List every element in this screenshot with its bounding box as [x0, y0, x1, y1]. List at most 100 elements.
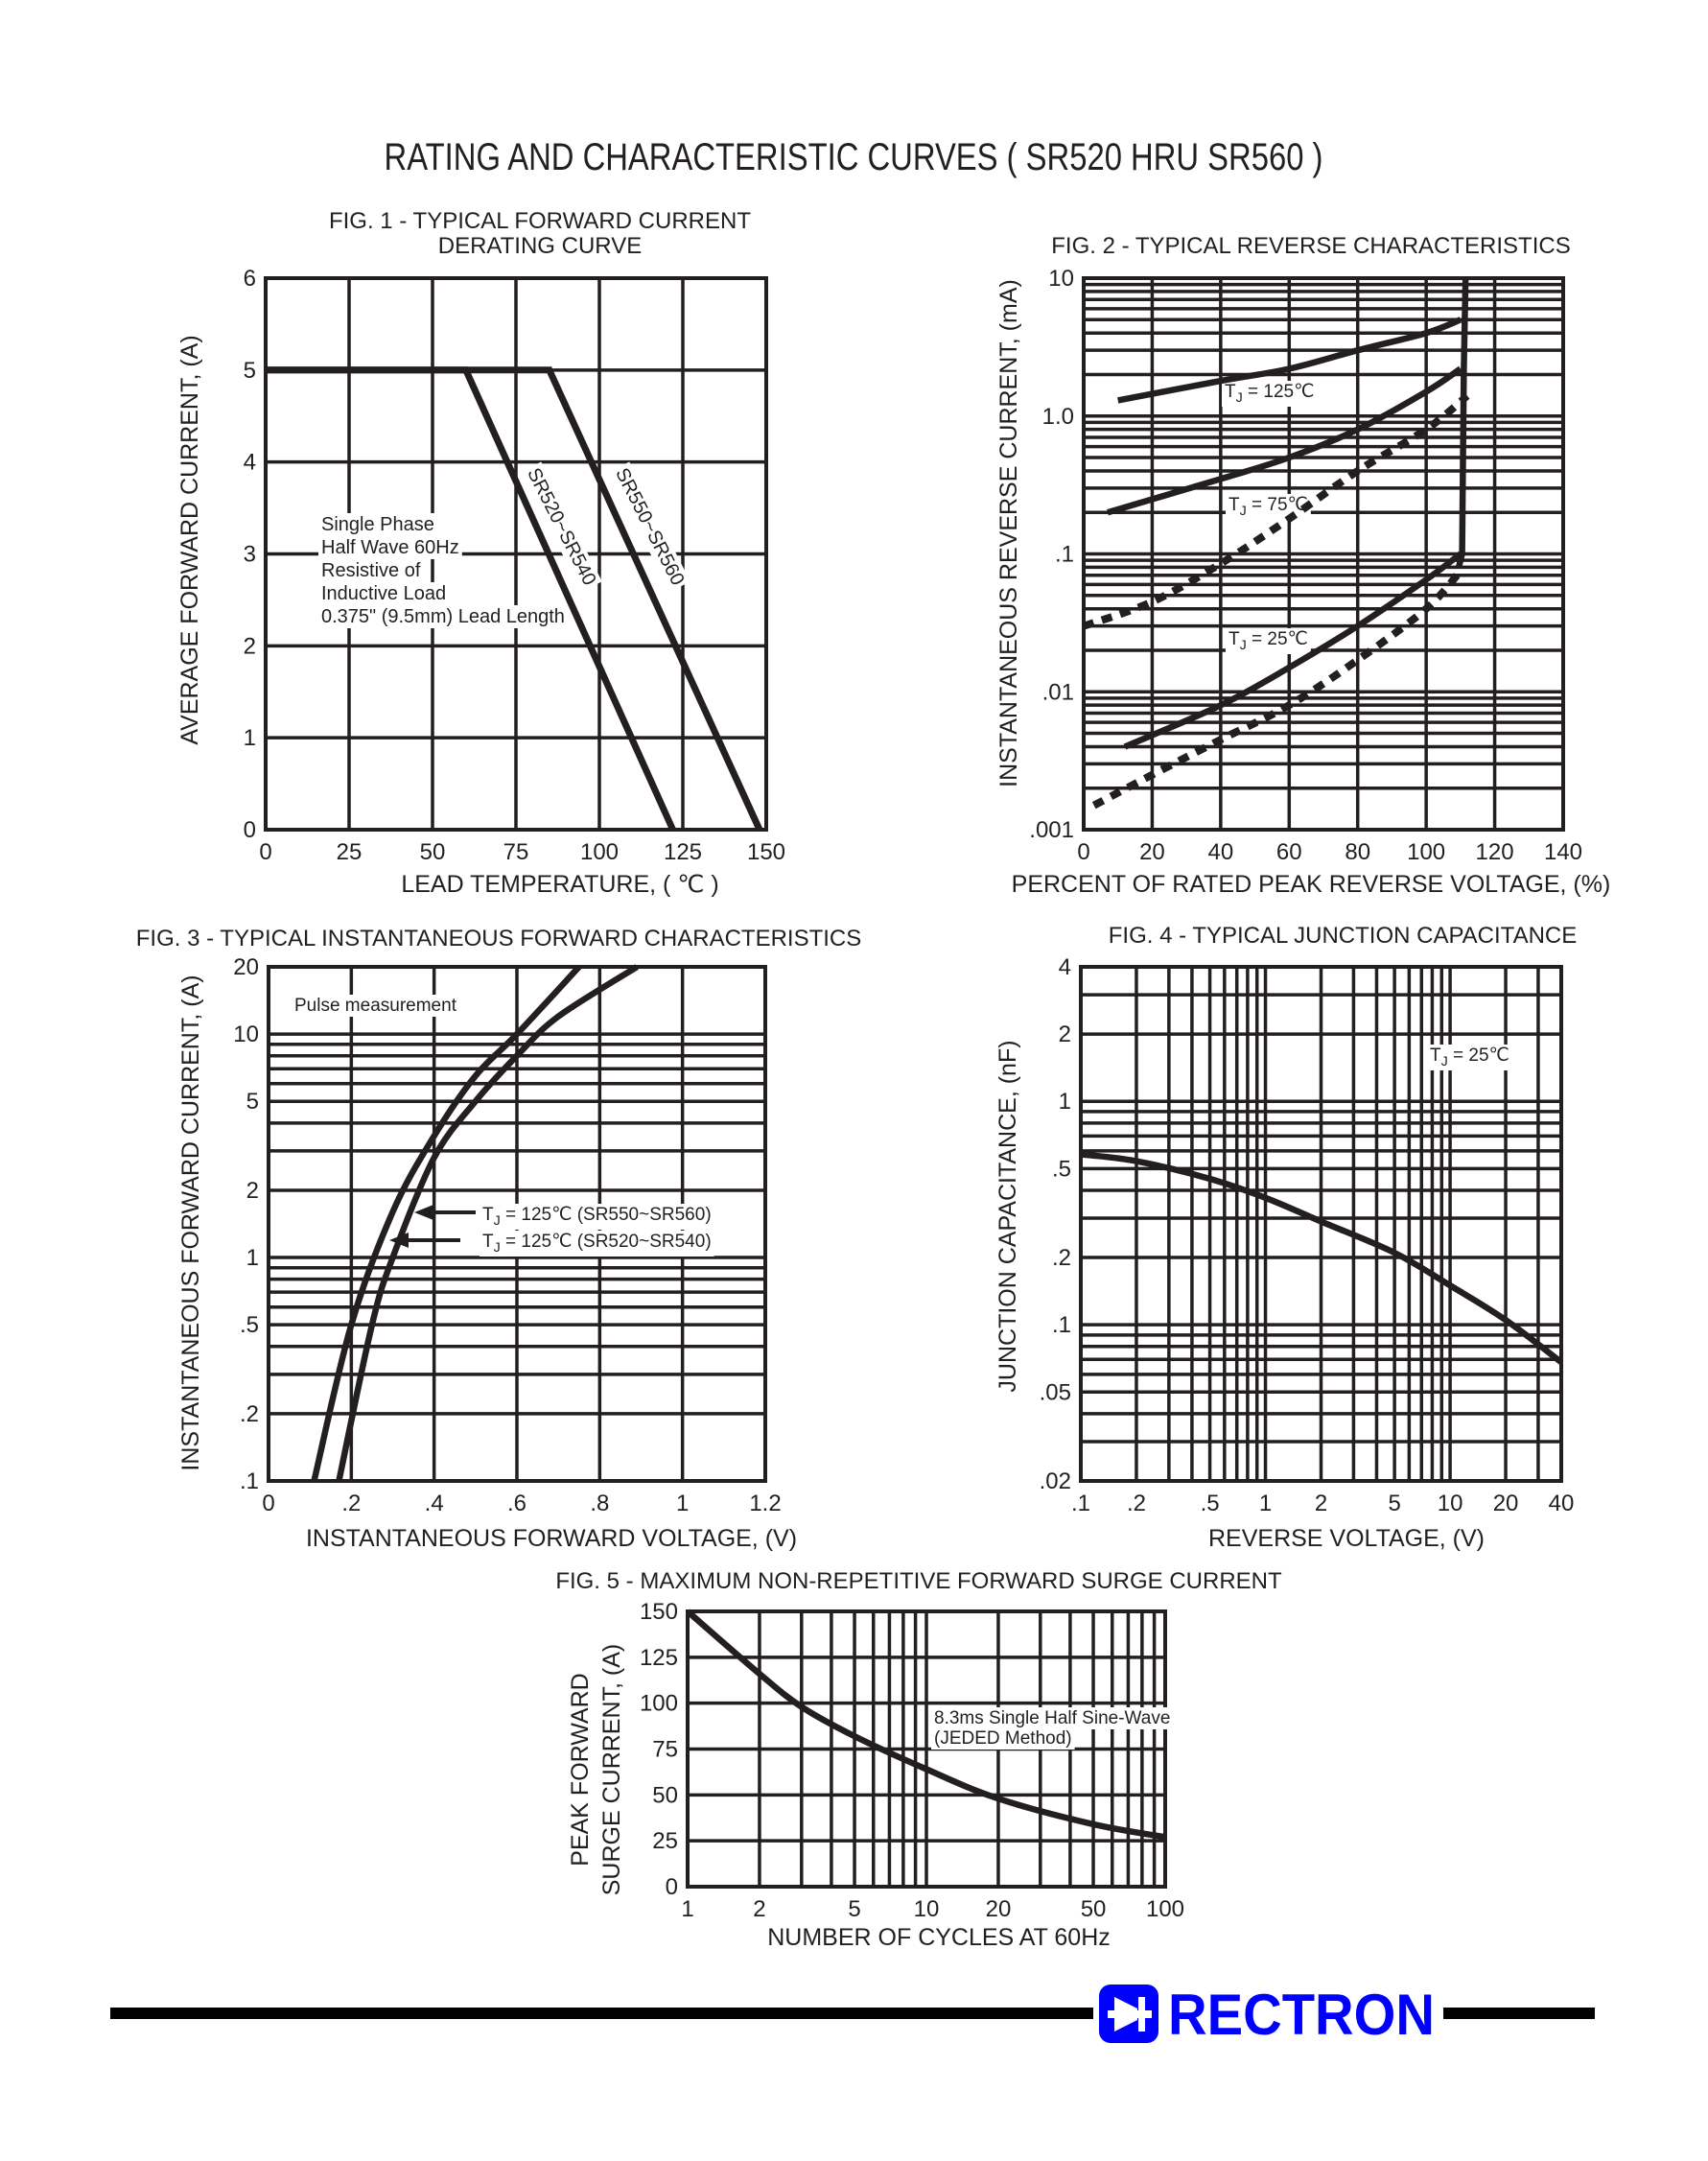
x-tick-label: 80 — [1345, 839, 1370, 865]
x-tick-label: 150 — [747, 839, 785, 865]
label-background — [1222, 381, 1318, 407]
plot-frame — [264, 276, 768, 832]
diode-logo-icon — [1099, 1985, 1158, 2043]
chart-title: FIG. 3 - TYPICAL INSTANTANEOUS FORWARD C… — [136, 926, 862, 951]
plot-frame — [267, 965, 767, 1483]
chart-fig-5: 8.3ms Single Half Sine-Wave(JEDED Method… — [555, 1568, 1282, 1951]
series-line-4 — [1123, 551, 1462, 750]
x-axis-label: REVERSE VOLTAGE, (V) — [1208, 1525, 1485, 1552]
x-tick-label: 100 — [580, 839, 619, 865]
y-tick-label: .1 — [240, 1468, 259, 1494]
x-tick-label: 5 — [848, 1896, 860, 1922]
x-tick-label: 2 — [753, 1896, 765, 1922]
label-background — [318, 536, 462, 559]
x-tick-label: 20 — [1139, 839, 1165, 865]
y-tick-label: 4 — [1059, 954, 1071, 980]
y-axis-label: JUNCTION CAPACITANCE, (nF) — [994, 1040, 1021, 1392]
series-line-1 — [1080, 1151, 1563, 1365]
y-tick-label: 5 — [244, 358, 256, 384]
annotation-line: Half Wave 60Hz — [321, 537, 459, 558]
grid — [686, 1609, 1167, 1889]
annotations: TJ = 125℃TJ = 75℃TJ = 25℃ — [1222, 381, 1318, 654]
plot-frame — [686, 1609, 1167, 1889]
annotation-part: = 75℃ — [1247, 495, 1308, 515]
series-line-5 — [1091, 568, 1463, 810]
annotation-part: = 125℃ (SR520~SR540) — [501, 1232, 712, 1252]
footer-rule-right — [1443, 2008, 1595, 2019]
annotation-part: = 25℃ — [1247, 629, 1308, 649]
x-tick-label: 20 — [1493, 1491, 1519, 1516]
annotation-line: 0.375" (9.5mm) Lead Length — [321, 606, 565, 627]
y-tick-label: .1 — [1052, 1312, 1071, 1338]
y-tick-label: .5 — [240, 1312, 259, 1338]
y-tick-label: 2 — [1059, 1022, 1071, 1047]
label-background — [520, 461, 602, 593]
x-tick-label: 125 — [664, 839, 702, 865]
annotation-part: T — [482, 1205, 494, 1225]
x-tick-label: 140 — [1544, 839, 1582, 865]
y-tick-label: 1.0 — [1042, 404, 1074, 430]
label-background — [1226, 628, 1311, 654]
x-tick-label: 10 — [1438, 1491, 1463, 1516]
y-tick-label: 4 — [244, 450, 256, 476]
label-background — [931, 1707, 1174, 1729]
label-background — [1427, 1045, 1512, 1070]
x-tick-label: 100 — [1407, 839, 1445, 865]
y-axis-label: INSTANTANEOUS REVERSE CURRENT, (mA) — [995, 279, 1022, 787]
series-line-2 — [336, 964, 639, 1482]
label-background — [318, 513, 437, 536]
y-tick-label: 10 — [1048, 266, 1074, 292]
x-tick-label: 50 — [1081, 1896, 1107, 1922]
x-tick-label: 5 — [1388, 1491, 1400, 1516]
annotation-part: T — [482, 1232, 494, 1252]
x-axis-label: PERCENT OF RATED PEAK REVERSE VOLTAGE, (… — [1012, 871, 1611, 898]
annotation-label: TJ = 125℃ (SR550~SR560) — [482, 1205, 712, 1229]
annotation-label: Pulse measurement — [294, 996, 457, 1016]
annotation-subscript: J — [1441, 1054, 1448, 1069]
annotation-subscript: J — [1240, 504, 1247, 519]
annotation-subscript: J — [494, 1240, 501, 1256]
y-tick-label: 20 — [233, 954, 259, 980]
x-tick-label: .8 — [590, 1491, 609, 1516]
y-tick-label: 1 — [244, 725, 256, 751]
plot-frame — [1079, 965, 1563, 1483]
x-tick-label: 1.2 — [749, 1491, 781, 1516]
x-tick-label: .2 — [1127, 1491, 1146, 1516]
annotation-subscript: J — [1240, 638, 1247, 653]
chart-title: FIG. 5 - MAXIMUM NON-REPETITIVE FORWARD … — [555, 1568, 1282, 1594]
x-tick-label: 75 — [503, 839, 529, 865]
chart-fig-2: TJ = 125℃TJ = 75℃TJ = 25℃0 20 40 60 80 100 120… — [995, 233, 1610, 898]
annotation-label: 8.3ms Single Half Sine-Wave — [934, 1708, 1170, 1728]
label-background — [318, 582, 450, 605]
y-tick-label: 0 — [666, 1874, 678, 1900]
plot-frame — [1082, 276, 1565, 832]
y-tick-label: .02 — [1040, 1468, 1071, 1494]
annotation-part: = 125℃ — [1243, 382, 1315, 402]
x-tick-label: 20 — [986, 1896, 1012, 1922]
x-tick-label: 10 — [914, 1896, 940, 1922]
y-tick-label: 125 — [640, 1645, 678, 1671]
annotation-label: TJ = 25℃ — [1430, 1045, 1509, 1069]
x-axis-label: NUMBER OF CYCLES AT 60Hz — [767, 1924, 1111, 1951]
footer: RECTRON — [110, 1983, 1595, 2047]
x-axis-label: LEAD TEMPERATURE, ( ℃ ) — [401, 871, 718, 898]
x-tick-label: .1 — [1071, 1491, 1090, 1516]
annotation-label: TJ = 25℃ — [1228, 629, 1308, 653]
x-tick-label: 40 — [1208, 839, 1234, 865]
y-tick-label: 10 — [233, 1022, 259, 1047]
series-line-2 — [1107, 365, 1462, 516]
x-tick-label: 25 — [337, 839, 363, 865]
chart-fig-4: TJ = 25℃ .1 .2 .5 1 2 5 10 20 40 4 2 1 .5 .2 .1 .05 .02 FI… — [994, 923, 1577, 1552]
chart-title: DERATING CURVE — [438, 233, 642, 259]
y-tick-label: .01 — [1042, 679, 1074, 705]
annotation-part: T — [1228, 629, 1240, 649]
annotation-label: TJ = 75℃ — [1228, 495, 1308, 519]
y-axis-label: PEAK FORWARD — [567, 1673, 594, 1866]
footer-rule-left — [110, 2008, 1093, 2019]
y-tick-label: 25 — [652, 1828, 678, 1854]
x-tick-label: 60 — [1276, 839, 1302, 865]
